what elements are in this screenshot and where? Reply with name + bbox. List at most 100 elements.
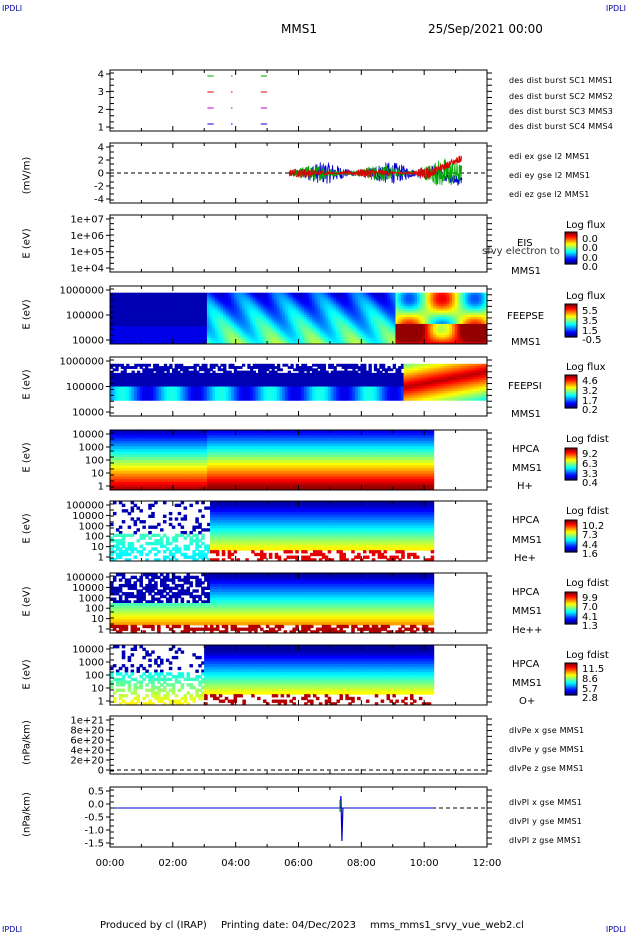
spectrogram-cell <box>381 363 386 367</box>
spectrogram-cell <box>228 321 232 325</box>
spectrogram-cell <box>325 310 329 314</box>
spectrogram-cell <box>314 297 318 300</box>
spectrogram-cell <box>169 391 173 394</box>
spectrogram-cell <box>174 330 178 334</box>
spectrogram-cell <box>449 294 453 298</box>
spectrogram-cell <box>325 297 329 300</box>
spectrogram-cell <box>336 294 340 298</box>
spectrogram-cell <box>352 386 356 390</box>
spectrogram-cell <box>438 317 442 321</box>
spectrogram-cell <box>309 317 313 321</box>
spectrogram-cell <box>236 386 240 390</box>
spectrogram-cell <box>120 328 125 332</box>
spectrogram-cell <box>301 315 305 318</box>
spectrogram-cell <box>473 301 477 305</box>
spectrogram-cell <box>147 292 151 296</box>
spectrogram-cell <box>255 388 259 392</box>
spectrogram-cell <box>115 379 119 383</box>
spectrogram-cell <box>250 330 254 334</box>
spectrogram-cell <box>123 375 127 379</box>
spectrogram-cell <box>177 375 181 379</box>
spectrogram-cell <box>118 292 122 296</box>
spectrogram-cell <box>196 363 200 367</box>
spectrogram-cell <box>285 363 289 367</box>
spectrogram-cell <box>478 303 483 307</box>
spectrogram-cell <box>247 299 251 303</box>
spectrogram-cell <box>287 301 292 305</box>
spectrogram-cell <box>355 299 359 303</box>
spectrogram-cell <box>120 397 125 401</box>
spectrogram-cell <box>134 330 138 334</box>
spectrogram-cell <box>115 297 119 300</box>
spectrogram-cell <box>338 395 343 399</box>
spectrogram-cell <box>379 312 383 316</box>
spectrogram-cell <box>357 381 362 385</box>
spectrogram-cell <box>392 312 397 316</box>
spectrogram-cell <box>260 366 265 369</box>
spectrogram-cell <box>166 372 170 376</box>
spectrogram-cell <box>285 299 289 303</box>
spectrogram-cell <box>223 319 227 323</box>
spectrogram-cell <box>290 312 294 316</box>
spectrogram-cell <box>128 328 133 332</box>
spectrogram-cell <box>322 312 327 316</box>
spectrogram-cell <box>252 366 257 369</box>
spectrogram-cell <box>209 310 213 314</box>
spectrogram-cell <box>478 332 483 336</box>
spectrogram-cell <box>241 332 246 336</box>
spectrogram-cell <box>328 312 332 316</box>
spectrogram-cell <box>373 319 378 323</box>
spectrogram-cell <box>134 391 138 394</box>
spectrogram-cell <box>363 363 367 367</box>
spectrogram-cell <box>209 319 213 323</box>
spectrogram-cell <box>400 393 405 397</box>
spectrogram-cell <box>118 341 122 344</box>
spectrogram-cell <box>258 321 262 325</box>
spectrogram-cell <box>460 292 464 296</box>
spectrogram-cell <box>368 326 372 329</box>
spectrogram-cell <box>155 310 160 314</box>
spectrogram-cell <box>236 328 240 332</box>
spectrogram-cell <box>174 381 178 385</box>
spectrogram-cell <box>268 391 273 394</box>
spectrogram-cell <box>174 297 178 300</box>
spectrogram-cell <box>352 391 356 394</box>
spectrogram-cell <box>279 388 283 392</box>
spectrogram-cell <box>287 366 292 369</box>
spectrogram-cell <box>163 303 168 307</box>
spectrogram-cell <box>365 395 370 399</box>
spectrogram-cell <box>153 375 157 379</box>
spectrogram-cell <box>166 310 170 314</box>
spectrogram-cell <box>271 312 275 316</box>
spectrogram-cell <box>128 301 133 305</box>
spectrogram-cell <box>301 330 305 334</box>
spectrogram-cell <box>311 330 316 334</box>
spectrogram-cell <box>411 330 415 334</box>
spectrogram-cell <box>301 301 305 305</box>
spectrogram-cell <box>120 299 125 303</box>
spectrogram-cell <box>449 332 453 336</box>
spectrogram-cell <box>190 308 195 312</box>
spectrogram-cell <box>481 328 485 332</box>
spectrogram-cell <box>220 332 224 336</box>
spectrogram-cell <box>328 292 332 296</box>
spectrogram-cell <box>115 366 119 369</box>
spectrogram-cell <box>309 377 313 381</box>
spectrogram-cell <box>298 308 302 312</box>
spectrogram-cell <box>282 341 286 344</box>
spectrogram-cell <box>373 386 378 390</box>
spectrogram-cell <box>244 299 248 303</box>
spectrogram-cell <box>363 326 367 329</box>
spectrogram-cell <box>193 308 197 312</box>
spectrogram-cell <box>166 377 170 381</box>
spectrogram-cell <box>427 312 432 316</box>
spectrogram-cell <box>435 330 440 334</box>
spectrogram-cell <box>411 321 415 325</box>
spectrogram-cell <box>274 372 278 376</box>
spectrogram-cell <box>371 297 375 300</box>
spectrogram-cell <box>150 306 154 309</box>
spectrogram-cell <box>258 386 262 390</box>
spectrogram-cell <box>322 326 327 329</box>
spectrogram-cell <box>320 294 324 298</box>
spectrogram-cell <box>279 308 283 312</box>
